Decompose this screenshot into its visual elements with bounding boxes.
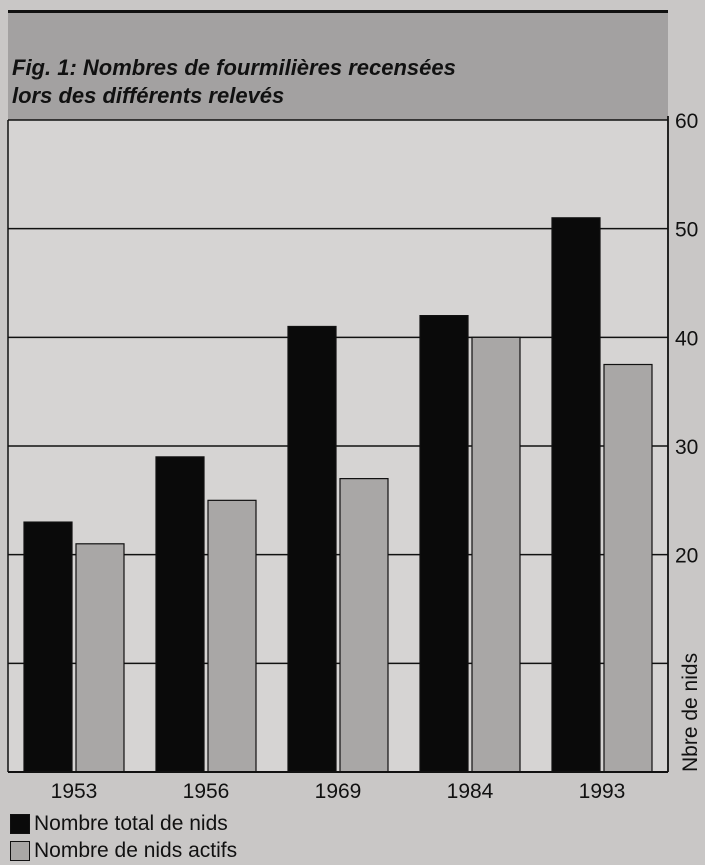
title-band (8, 10, 668, 121)
legend-swatch-total (10, 814, 30, 834)
x-tick-label-1956: 1956 (183, 780, 230, 803)
bar-total-1993 (551, 217, 601, 773)
bar-total-1956 (155, 456, 205, 773)
bar-actifs-1969 (339, 478, 389, 773)
x-tick-label-1953: 1953 (51, 780, 98, 803)
x-tick-label-1993: 1993 (579, 780, 626, 803)
bar-total-1984 (419, 315, 469, 773)
bar-total-1969 (287, 325, 337, 773)
y-tick-label-30: 30 (675, 436, 698, 459)
y-tick-label-40: 40 (675, 327, 698, 350)
legend-item-total: Nombre total de nids (10, 811, 228, 837)
x-tick-label-1984: 1984 (447, 780, 494, 803)
bar-actifs-1993 (603, 363, 653, 773)
bar-total-1953 (23, 521, 73, 773)
x-tick-label-1969: 1969 (315, 780, 362, 803)
bar-actifs-1956 (207, 499, 257, 773)
y-tick-label-60: 60 (675, 110, 698, 133)
legend-item-actifs: Nombre de nids actifs (10, 838, 237, 864)
bar-actifs-1953 (75, 543, 125, 773)
y-tick-label-20: 20 (675, 545, 698, 568)
y-tick-label-50: 50 (675, 219, 698, 242)
bar-actifs-1984 (471, 336, 521, 773)
chart-title: Fig. 1: Nombres de fourmilières recensée… (12, 55, 456, 108)
legend-swatch-actifs (10, 841, 30, 861)
y-axis-label: Nbre de nids (679, 653, 702, 772)
legend-label-total: Nombre total de nids (34, 812, 228, 835)
legend-label-actifs: Nombre de nids actifs (34, 839, 238, 862)
